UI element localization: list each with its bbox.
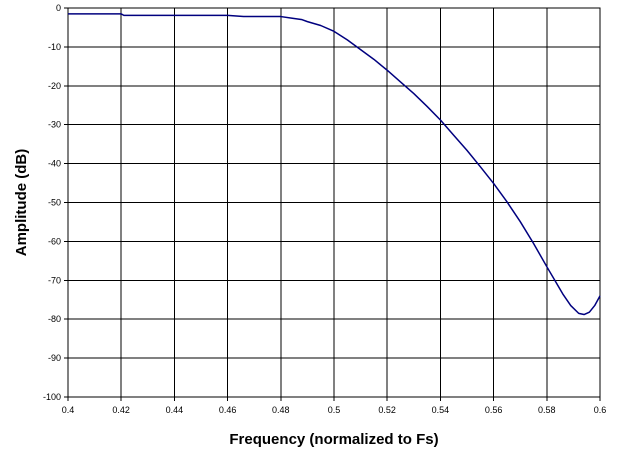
x-tick-label: 0.54	[432, 405, 450, 415]
y-tick-label: -60	[48, 236, 61, 246]
x-tick-label: 0.52	[378, 405, 396, 415]
y-tick-label: 0	[56, 3, 61, 13]
y-axis-title: Amplitude (dB)	[13, 149, 30, 256]
x-tick-label: 0.42	[112, 405, 130, 415]
y-tick-label: -40	[48, 159, 61, 169]
x-tick-label: 0.46	[219, 405, 237, 415]
x-tick-label: 0.58	[538, 405, 556, 415]
y-tick-label: -100	[43, 392, 61, 402]
y-tick-label: -90	[48, 353, 61, 363]
plot-area-frame	[67, 7, 601, 398]
line-layer	[68, 13, 601, 316]
y-tick-label: -20	[48, 81, 61, 91]
x-tick-label: 0.4	[62, 405, 75, 415]
x-tick-label: 0.48	[272, 405, 290, 415]
y-tick-label: -30	[48, 120, 61, 130]
x-tick-label: 0.44	[166, 405, 184, 415]
x-tick-label: 0.6	[594, 405, 607, 415]
x-tick-label: 0.5	[328, 405, 341, 415]
y-tick-label: -80	[48, 314, 61, 324]
y-tick-label: -50	[48, 198, 61, 208]
y-tick-label: -10	[48, 42, 61, 52]
x-tick-label: 0.56	[485, 405, 503, 415]
tick-layer: 0.4 0.42 0.44 0.46 0.48 0.5 0.52 0.54 0.56 0.58 0.…	[43, 3, 606, 415]
amplitude-response-line	[68, 13, 601, 316]
grid-layer	[64, 7, 601, 401]
y-tick-label: -70	[48, 275, 61, 285]
x-axis-title: Frequency (normalized to Fs)	[229, 431, 438, 448]
